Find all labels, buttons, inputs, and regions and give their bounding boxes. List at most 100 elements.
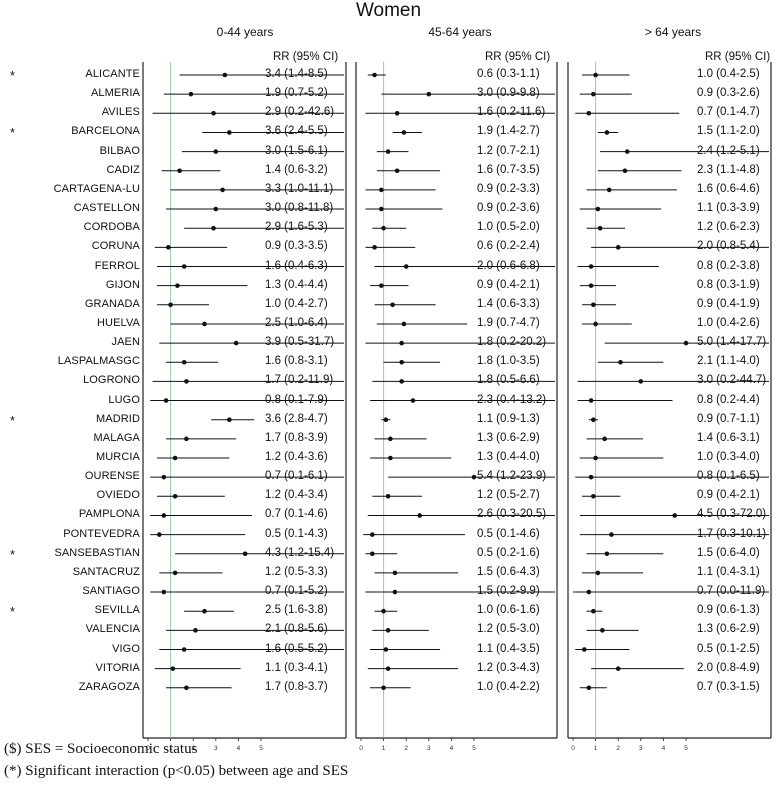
rr-point — [202, 321, 207, 327]
rr-ci-label: 2.1 (1.1-4.0) — [697, 355, 760, 368]
rr-ci-label: 1.0 (0.4-2.6) — [697, 316, 760, 329]
rr-point — [588, 474, 594, 480]
x-tick-label: 1 — [594, 745, 598, 752]
city-label: CASTELLON — [73, 202, 140, 215]
rr-point — [161, 474, 167, 480]
rr-point — [222, 72, 228, 78]
rr-point — [390, 302, 395, 308]
rr-point — [394, 111, 400, 116]
rr-point — [593, 321, 598, 327]
rr-ci-label: 1.9 (0.7-5.2) — [265, 87, 328, 100]
rr-ci-label: 1.6 (0.4-6.3) — [265, 259, 328, 272]
rr-ci-label: 1.2 (0.7-2.1) — [477, 144, 540, 157]
city-label: ALMERIA — [91, 87, 140, 100]
rr-ci-label: 0.9 (0.3-2.6) — [697, 87, 760, 100]
rr-ci-label: 1.6 (0.5-5.2) — [265, 642, 328, 655]
rr-point — [379, 206, 384, 212]
x-tick-label: 2 — [191, 745, 195, 752]
rr-ci-label: 5.4 (1.2-23.9) — [477, 470, 547, 483]
rr-point — [401, 130, 407, 135]
rr-ci-label: 2.5 (1.0-6.4) — [265, 316, 328, 329]
rr-point — [166, 245, 171, 250]
rr-point — [175, 283, 180, 288]
rr-ci-label: 1.7 (0.3-10.1) — [697, 527, 767, 540]
rr-point — [401, 321, 407, 327]
city-label: PONTEVEDRA — [63, 527, 140, 540]
x-tick-label: 1 — [169, 745, 173, 752]
rr-ci-label: 1.7 (0.2-11.9) — [265, 374, 334, 387]
rr-point — [392, 589, 398, 595]
rr-ci-label: 1.5 (1.1-2.0) — [697, 125, 760, 138]
rr-ci-header: RR (95% CI) — [273, 51, 339, 63]
rr-ci-label: 1.0 (0.4-2.7) — [265, 297, 328, 310]
rr-ci-label: 0.9 (0.7-1.1) — [697, 412, 760, 425]
city-label: MURCIA — [96, 451, 140, 463]
rr-point — [381, 225, 386, 231]
rr-ci-label: 2.0 (0.8-4.9) — [697, 661, 760, 674]
rr-ci-label: 1.0 (0.4-2.2) — [477, 680, 540, 693]
rr-point — [172, 570, 178, 576]
rr-ci-label: 3.6 (2.4-5.5) — [265, 125, 328, 138]
rr-ci-label: 1.1 (0.3-3.9) — [697, 202, 760, 215]
rr-ci-label: 1.9 (1.4-2.7) — [477, 125, 540, 138]
rr-ci-label: 1.7 (0.8-3.7) — [265, 680, 328, 693]
rr-ci-label: 1.2 (0.4-3.4) — [265, 489, 328, 502]
rr-point — [211, 111, 216, 116]
rr-ci-label: 1.5 (0.2-9.9) — [477, 585, 540, 598]
rr-point — [161, 589, 167, 595]
city-label: GIJON — [105, 278, 140, 291]
city-label: CORUNA — [91, 240, 140, 253]
rr-point — [379, 283, 384, 288]
significance-marker: * — [10, 546, 16, 562]
rr-point — [604, 130, 610, 135]
rr-point — [163, 398, 169, 403]
rr-ci-label: 3.0 (1.5-6.1) — [265, 144, 328, 157]
city-label: FERROL — [94, 259, 140, 272]
rr-point — [184, 379, 189, 384]
rr-point — [161, 513, 167, 518]
rr-point — [672, 513, 677, 518]
rr-ci-label: 0.9 (0.4-1.9) — [697, 297, 760, 310]
x-tick-label: 3 — [427, 745, 431, 752]
rr-ci-label: 1.0 (0.6-1.6) — [477, 604, 540, 617]
rr-ci-label: 1.9 (0.7-4.7) — [477, 316, 540, 329]
rr-ci-label: 0.5 (0.1-4.3) — [265, 527, 328, 540]
rr-point — [602, 436, 607, 442]
city-label: ZARAGOZA — [78, 680, 140, 693]
rr-ci-label: 1.6 (0.8-3.1) — [265, 355, 328, 368]
city-label: LUGO — [108, 393, 140, 406]
rr-point — [595, 570, 601, 576]
rr-ci-label: 0.9 (0.4-2.1) — [477, 278, 540, 291]
rr-ci-label: 1.6 (0.2-11.6) — [477, 106, 546, 119]
rr-ci-label: 1.4 (0.6-3.2) — [265, 163, 328, 176]
x-tick-label: 0 — [571, 745, 575, 752]
rr-ci-label: 3.3 (1.0-11.1) — [265, 182, 334, 195]
rr-ci-label: 1.0 (0.4-2.5) — [697, 68, 760, 80]
x-tick-label: 5 — [472, 745, 476, 752]
rr-point — [184, 685, 189, 691]
rr-ci-label: 3.4 (1.4-8.5) — [265, 68, 328, 80]
rr-ci-label: 0.9 (0.3-3.5) — [265, 240, 328, 253]
rr-ci-label: 0.6 (0.3-1.1) — [477, 68, 540, 80]
rr-point — [227, 130, 232, 135]
x-tick-label: 1 — [382, 745, 386, 752]
rr-point — [227, 417, 232, 423]
rr-ci-label: 0.8 (0.3-1.9) — [697, 278, 760, 291]
rr-point — [370, 532, 375, 537]
age-group-label: 45-64 years — [428, 25, 492, 39]
rr-ci-label: 2.0 (0.8-5.4) — [697, 240, 760, 253]
rr-point — [591, 494, 596, 499]
city-label: SANTACRUZ — [72, 565, 140, 578]
city-label: JAEN — [111, 336, 140, 349]
rr-point — [591, 91, 596, 97]
rr-point — [385, 149, 391, 154]
rr-ci-label: 0.7 (0.0-11.9) — [697, 585, 766, 598]
rr-point — [622, 168, 628, 174]
rr-ci-label: 2.4 (1.2-5.1) — [697, 144, 760, 157]
city-label: SANSEBASTIAN — [54, 546, 140, 559]
rr-ci-label: 2.1 (0.8-5.6) — [265, 623, 328, 636]
rr-point — [188, 91, 194, 97]
rr-point — [172, 455, 178, 461]
city-label: BARCELONA — [71, 125, 140, 138]
rr-point — [157, 532, 162, 537]
